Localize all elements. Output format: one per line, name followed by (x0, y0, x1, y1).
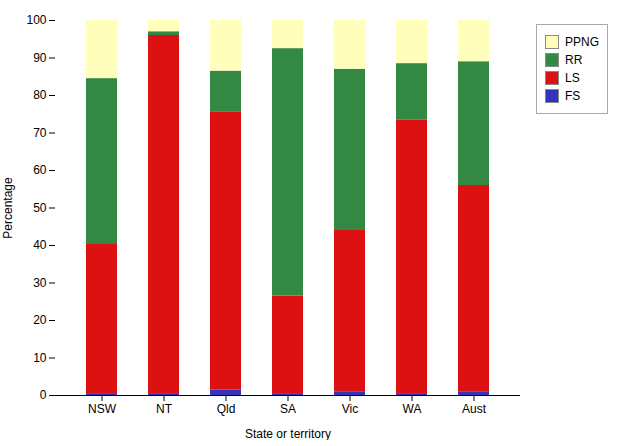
svg-text:WA: WA (403, 402, 422, 416)
svg-text:NSW: NSW (88, 402, 117, 416)
svg-text:0: 0 (40, 388, 47, 402)
html-text:LS: LS (565, 71, 580, 85)
svg-text:20: 20 (33, 313, 47, 327)
html-text:PPNG: PPNG (565, 35, 599, 49)
svg-text:60: 60 (33, 163, 47, 177)
svg-text:40: 40 (33, 238, 47, 252)
svg-text:Aust: Aust (462, 402, 487, 416)
svg-text:NT: NT (156, 402, 173, 416)
svg-text:90: 90 (33, 51, 47, 65)
svg-text:Vic: Vic (342, 402, 358, 416)
svg-text:100: 100 (26, 13, 46, 27)
svg-text:30: 30 (33, 276, 47, 290)
html-text:FS: FS (565, 89, 581, 103)
svg-text:80: 80 (33, 88, 47, 102)
svg-text:State or territory: State or territory (245, 427, 331, 441)
svg-text:Percentage: Percentage (1, 177, 15, 239)
html-text:RR: RR (565, 53, 583, 67)
svg-text:70: 70 (33, 126, 47, 140)
svg-text:10: 10 (33, 351, 47, 365)
svg-text:SA: SA (280, 402, 296, 416)
svg-text:50: 50 (33, 201, 47, 215)
svg-text:Qld: Qld (217, 402, 236, 416)
